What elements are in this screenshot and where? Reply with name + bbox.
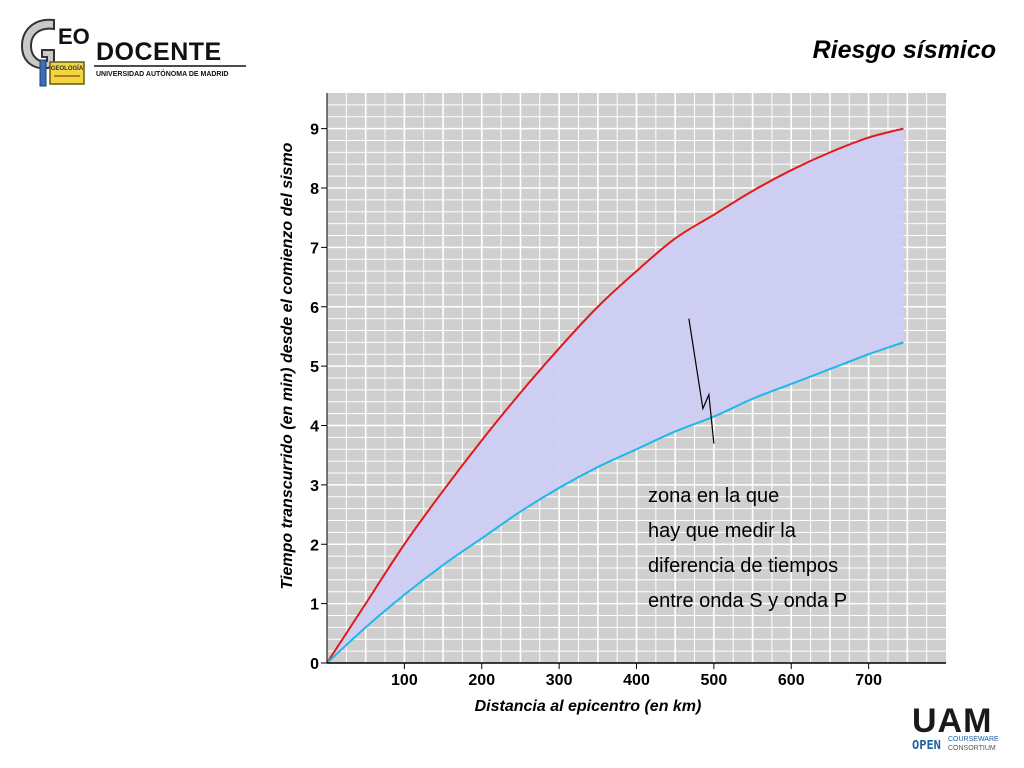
series-line-p_wave xyxy=(326,341,904,664)
annotation-line: hay que medir la xyxy=(648,520,797,542)
annotation-line: zona en la que xyxy=(648,485,779,507)
uam-opencourseware-logo: UAM OPEN COURSEWARE CONSORTIUM xyxy=(912,698,1002,754)
x-tick-label: 200 xyxy=(468,672,495,689)
x-tick-label: 600 xyxy=(778,672,805,689)
annotation-pointer xyxy=(688,318,715,444)
courseware-text: COURSEWARE xyxy=(948,736,999,743)
x-tick-label: 300 xyxy=(546,672,573,689)
difference-region xyxy=(327,128,904,663)
y-tick-label: 5 xyxy=(310,359,319,376)
geodocente-logo: GEOLOGÍA EO DOCENTE UNIVERSIDAD AUTÓNOMA… xyxy=(14,14,254,90)
annotation-line: entre onda S y onda P xyxy=(648,590,847,612)
y-tick-label: 7 xyxy=(310,240,319,257)
x-tick-label: 400 xyxy=(623,672,650,689)
series-line-s_wave xyxy=(326,127,904,664)
y-tick-label: 8 xyxy=(310,181,319,198)
consortium-text: CONSORTIUM xyxy=(948,745,996,752)
x-tick-label: 500 xyxy=(701,672,728,689)
y-tick-label: 1 xyxy=(310,597,319,614)
x-axis-label: Distancia al epicentro (en km) xyxy=(475,698,702,715)
logo-book-text: GEOLOGÍA xyxy=(51,64,84,72)
y-axis-label: Tiempo transcurrido (en min) desde el co… xyxy=(279,142,296,589)
open-text: OPEN xyxy=(912,738,941,752)
y-tick-label: 9 xyxy=(310,122,319,139)
y-tick-label: 0 xyxy=(310,656,319,673)
uam-text: UAM xyxy=(912,702,992,740)
y-tick-label: 6 xyxy=(310,300,319,317)
y-tick-label: 2 xyxy=(310,537,319,554)
y-tick-label: 4 xyxy=(310,419,319,436)
annotation-line: diferencia de tiempos xyxy=(648,555,838,577)
y-tick-label: 3 xyxy=(310,478,319,495)
logo-geo-text: EO xyxy=(58,24,90,49)
logo-university-text: UNIVERSIDAD AUTÓNOMA DE MADRID xyxy=(96,69,228,78)
x-tick-label: 100 xyxy=(391,672,418,689)
logo-docente-text: DOCENTE xyxy=(96,38,222,66)
page-title: Riesgo sísmico xyxy=(812,36,996,64)
x-tick-label: 700 xyxy=(855,672,882,689)
annotation-text: zona en la que hay que medir la diferencia… xyxy=(648,485,847,612)
